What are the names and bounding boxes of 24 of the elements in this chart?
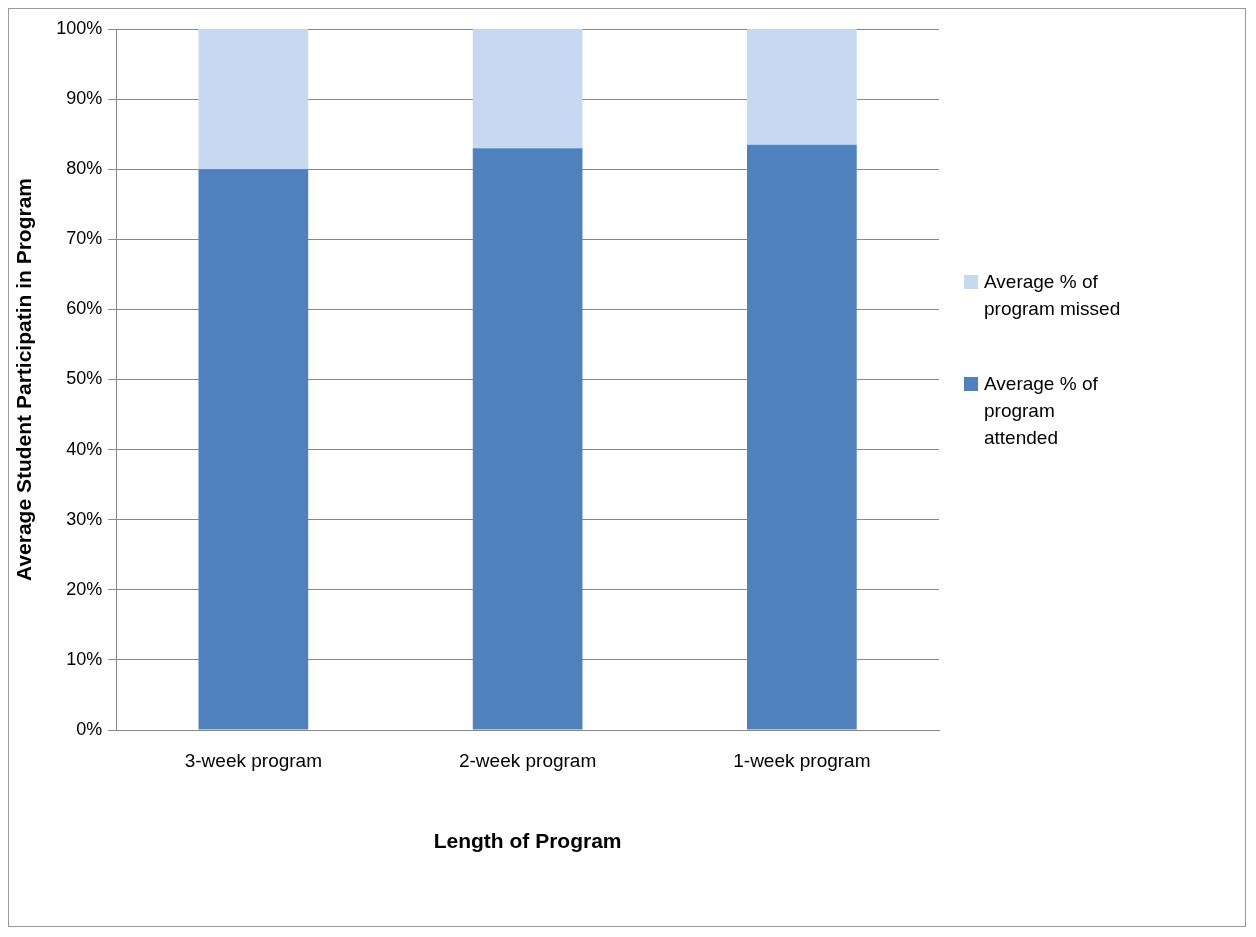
- bar: [198, 169, 309, 730]
- y-tick-label: 50%: [66, 368, 103, 389]
- y-tick-label: 80%: [66, 158, 103, 179]
- y-tick-label: 100%: [56, 17, 103, 38]
- y-tick-label: 90%: [66, 88, 103, 109]
- y-tick-label: 0%: [76, 718, 103, 739]
- bar: [198, 29, 309, 170]
- x-tick-label: 1-week program: [733, 749, 871, 771]
- bar: [747, 29, 857, 145]
- y-tick-label: 20%: [66, 578, 103, 599]
- y-tick-label: 30%: [66, 508, 103, 529]
- x-axis-title: Length of Program: [433, 829, 622, 853]
- legend-label: Average % of program missed: [984, 269, 1122, 321]
- bar: [472, 29, 583, 149]
- y-tick-label: 10%: [66, 648, 103, 669]
- bar: [747, 144, 857, 730]
- x-tick-label: 3-week program: [184, 749, 322, 771]
- y-axis-title: Average Student Participatin in Program: [12, 178, 36, 581]
- x-tick-label: 2-week program: [458, 749, 597, 771]
- bar: [472, 148, 583, 730]
- y-tick-label: 40%: [66, 438, 103, 459]
- y-tick-label: 60%: [66, 298, 103, 319]
- legend-label: Average % of program attended: [984, 371, 1099, 450]
- y-tick-label: 70%: [66, 228, 103, 249]
